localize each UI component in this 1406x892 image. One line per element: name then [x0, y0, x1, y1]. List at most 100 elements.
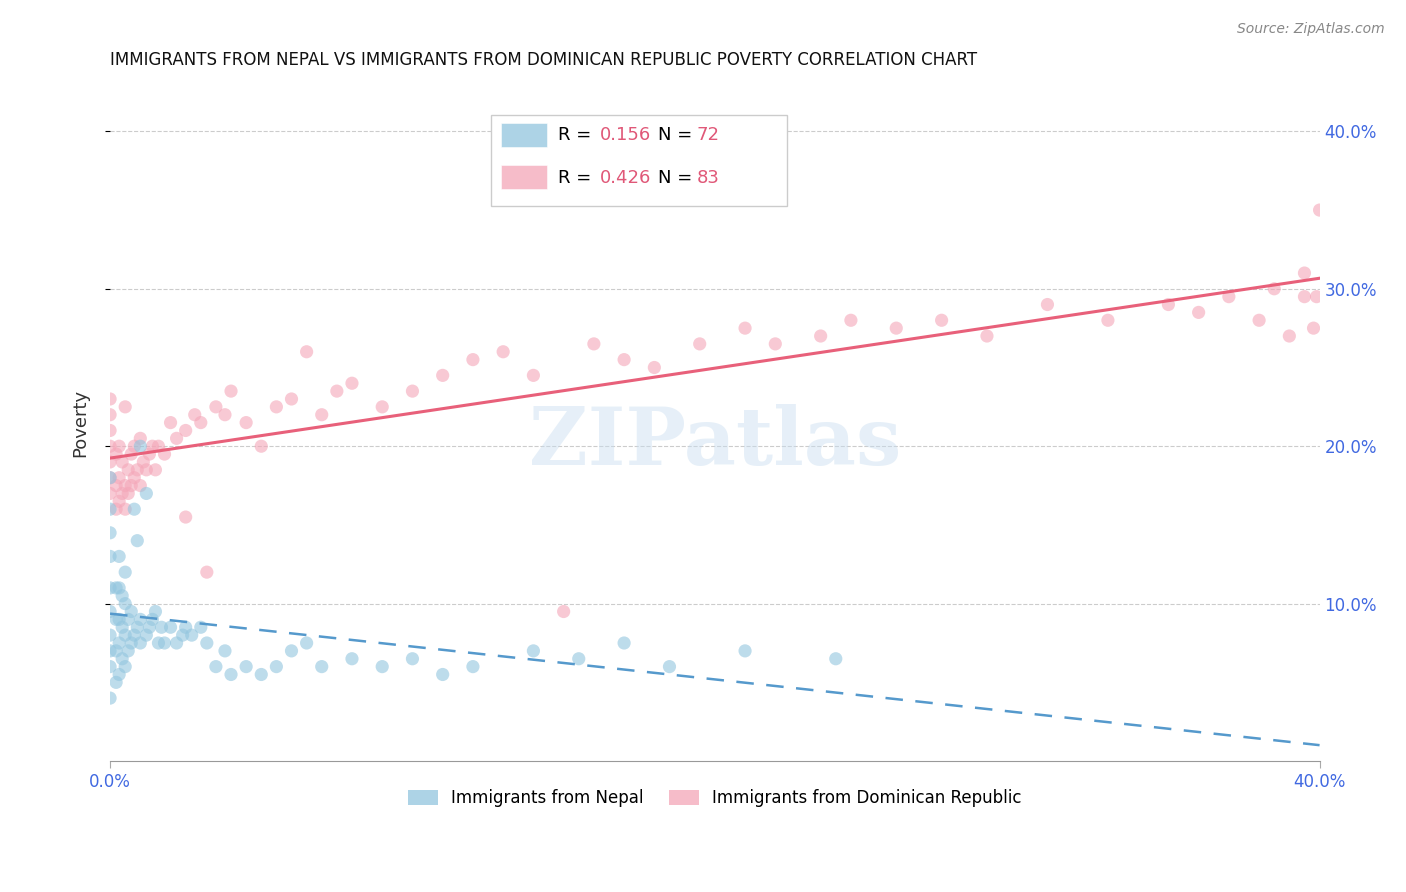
Point	[1305, 290, 1327, 304]
Text: 72: 72	[697, 126, 720, 144]
Point	[401, 652, 423, 666]
Point	[976, 329, 998, 343]
Point	[153, 447, 176, 461]
Point	[135, 486, 157, 500]
Text: R =: R =	[558, 169, 596, 186]
Point	[98, 691, 121, 706]
Point	[108, 549, 131, 564]
Point	[108, 612, 131, 626]
Point	[166, 636, 188, 650]
Point	[111, 620, 134, 634]
Point	[311, 659, 333, 673]
Point	[129, 636, 152, 650]
Point	[340, 652, 363, 666]
Point	[138, 620, 160, 634]
Point	[114, 502, 136, 516]
Text: ZIPatlas: ZIPatlas	[529, 404, 901, 482]
Point	[159, 620, 181, 634]
Point	[148, 636, 170, 650]
Point	[1294, 290, 1316, 304]
Point	[114, 478, 136, 492]
Point	[839, 313, 862, 327]
Point	[1309, 203, 1331, 218]
Point	[98, 628, 121, 642]
Point	[401, 384, 423, 398]
Point	[122, 502, 145, 516]
Point	[763, 337, 786, 351]
Point	[127, 533, 149, 548]
Point	[205, 659, 228, 673]
Point	[1036, 297, 1059, 311]
Point	[1294, 266, 1316, 280]
Point	[1249, 313, 1271, 327]
FancyBboxPatch shape	[501, 165, 547, 189]
Point	[174, 424, 197, 438]
Point	[108, 636, 131, 650]
Point	[117, 486, 139, 500]
Point	[135, 463, 157, 477]
Point	[114, 597, 136, 611]
Point	[461, 659, 484, 673]
Point	[105, 581, 128, 595]
Point	[132, 455, 155, 469]
Point	[1188, 305, 1211, 319]
Point	[98, 392, 121, 406]
Point	[141, 612, 163, 626]
Text: N =: N =	[658, 169, 697, 186]
Point	[613, 352, 636, 367]
Point	[340, 376, 363, 391]
Point	[145, 463, 167, 477]
Point	[98, 502, 121, 516]
Point	[105, 478, 128, 492]
Text: IMMIGRANTS FROM NEPAL VS IMMIGRANTS FROM DOMINICAN REPUBLIC POVERTY CORRELATION : IMMIGRANTS FROM NEPAL VS IMMIGRANTS FROM…	[110, 51, 977, 69]
Point	[1157, 297, 1180, 311]
Point	[1263, 282, 1285, 296]
Point	[184, 408, 207, 422]
Point	[117, 644, 139, 658]
Point	[138, 447, 160, 461]
Point	[295, 344, 318, 359]
Point	[98, 549, 121, 564]
Point	[190, 416, 212, 430]
Point	[613, 636, 636, 650]
Point	[553, 605, 575, 619]
Point	[235, 659, 257, 673]
Point	[98, 455, 121, 469]
FancyBboxPatch shape	[491, 114, 787, 206]
Point	[114, 565, 136, 579]
Point	[105, 447, 128, 461]
Point	[824, 652, 846, 666]
Point	[117, 612, 139, 626]
Point	[153, 636, 176, 650]
Point	[114, 400, 136, 414]
Point	[148, 439, 170, 453]
Point	[214, 408, 236, 422]
Point	[122, 471, 145, 485]
Point	[129, 439, 152, 453]
Point	[108, 439, 131, 453]
Point	[1097, 313, 1119, 327]
Point	[108, 581, 131, 595]
Point	[141, 439, 163, 453]
Point	[98, 605, 121, 619]
Point	[98, 471, 121, 485]
Point	[280, 644, 302, 658]
Point	[582, 337, 605, 351]
Point	[129, 612, 152, 626]
Point	[98, 644, 121, 658]
Point	[98, 471, 121, 485]
Point	[1278, 329, 1301, 343]
Legend: Immigrants from Nepal, Immigrants from Dominican Republic: Immigrants from Nepal, Immigrants from D…	[401, 782, 1028, 814]
Point	[98, 424, 121, 438]
Point	[120, 447, 142, 461]
Point	[180, 628, 202, 642]
Point	[120, 478, 142, 492]
Point	[734, 644, 756, 658]
Point	[105, 502, 128, 516]
Point	[129, 478, 152, 492]
Point	[108, 471, 131, 485]
Point	[371, 659, 394, 673]
Point	[166, 431, 188, 445]
Point	[266, 659, 288, 673]
Point	[122, 628, 145, 642]
